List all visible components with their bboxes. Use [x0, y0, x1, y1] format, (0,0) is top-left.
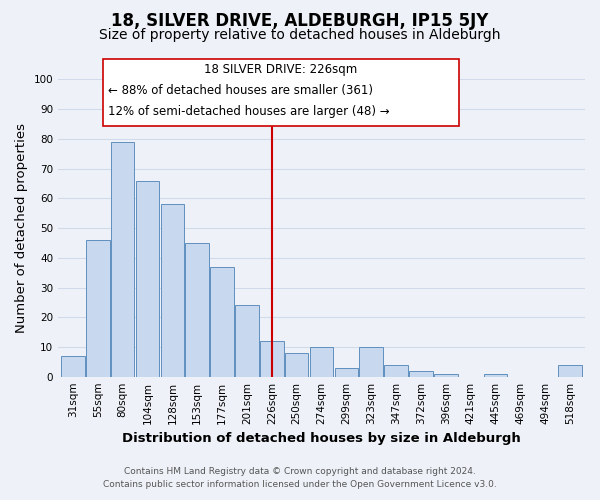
Bar	[484, 374, 508, 376]
FancyBboxPatch shape	[103, 58, 458, 126]
Bar	[335, 368, 358, 376]
Bar	[111, 142, 134, 376]
Bar	[235, 306, 259, 376]
Text: Contains HM Land Registry data © Crown copyright and database right 2024.
Contai: Contains HM Land Registry data © Crown c…	[103, 467, 497, 489]
Text: ← 88% of detached houses are smaller (361): ← 88% of detached houses are smaller (36…	[108, 84, 373, 97]
Bar	[260, 341, 284, 376]
X-axis label: Distribution of detached houses by size in Aldeburgh: Distribution of detached houses by size …	[122, 432, 521, 445]
Y-axis label: Number of detached properties: Number of detached properties	[15, 123, 28, 333]
Bar	[310, 347, 334, 376]
Bar	[136, 180, 160, 376]
Bar	[434, 374, 458, 376]
Bar	[86, 240, 110, 376]
Bar	[359, 347, 383, 376]
Bar	[558, 365, 582, 376]
Text: Size of property relative to detached houses in Aldeburgh: Size of property relative to detached ho…	[99, 28, 501, 42]
Bar	[384, 365, 408, 376]
Bar	[409, 370, 433, 376]
Bar	[210, 266, 234, 376]
Bar	[161, 204, 184, 376]
Bar	[61, 356, 85, 376]
Text: 18 SILVER DRIVE: 226sqm: 18 SILVER DRIVE: 226sqm	[204, 63, 358, 76]
Bar	[285, 353, 308, 376]
Bar	[185, 243, 209, 376]
Text: 18, SILVER DRIVE, ALDEBURGH, IP15 5JY: 18, SILVER DRIVE, ALDEBURGH, IP15 5JY	[112, 12, 488, 30]
Text: 12% of semi-detached houses are larger (48) →: 12% of semi-detached houses are larger (…	[108, 104, 390, 118]
